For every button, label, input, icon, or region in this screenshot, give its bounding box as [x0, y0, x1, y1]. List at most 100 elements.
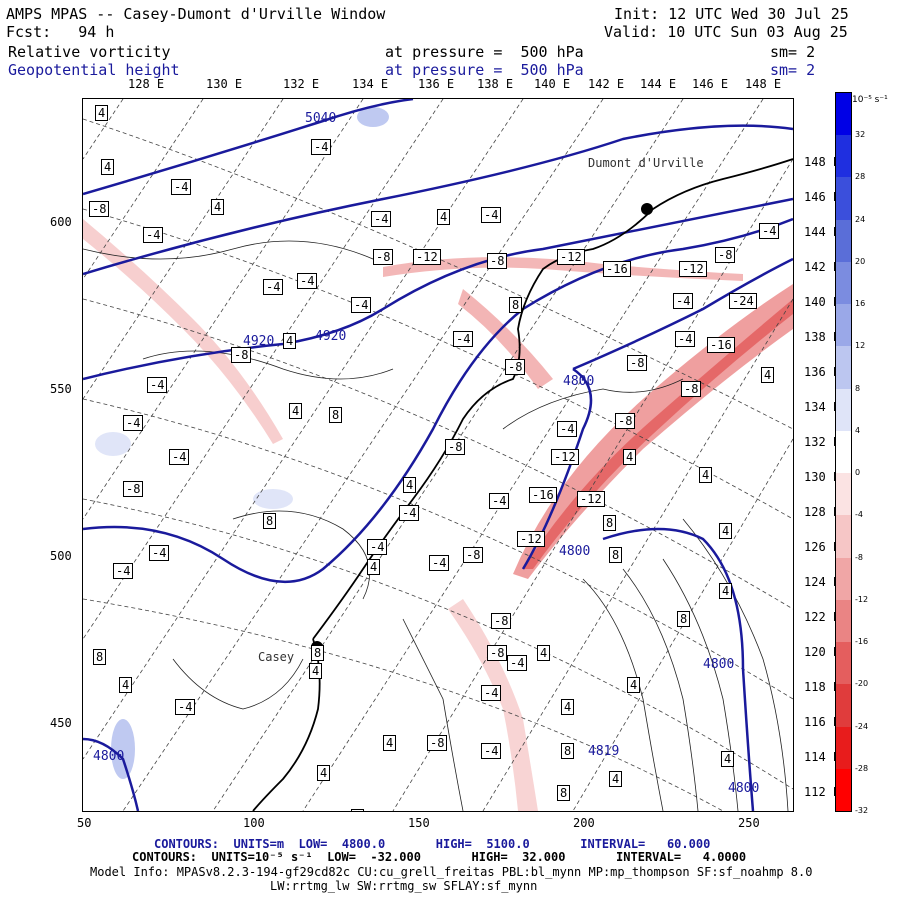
height-5040 [83, 99, 414, 196]
vorticity-label: 4 [211, 199, 225, 215]
vorticity-label: 4 [719, 583, 733, 599]
vorticity-label: -8 [463, 547, 484, 563]
colorbar-label: -20 [855, 679, 869, 689]
vorticity-label: 4 [719, 523, 733, 539]
height-label: 4800 [703, 657, 735, 672]
colorbar-swatch [836, 219, 851, 262]
height-label: 4800 [559, 544, 591, 559]
top-longitude-label: 128 E [128, 77, 165, 91]
dumont-durville-station [641, 203, 653, 215]
right-latitude-label: 116 E [804, 715, 841, 729]
vorticity-label: -4 [113, 563, 134, 579]
positive-vorticity-patch-2 [357, 107, 389, 127]
vorticity-label: 4 [351, 809, 365, 811]
colorbar-swatch [836, 768, 851, 811]
colorbar-label: -24 [855, 721, 869, 731]
vorticity-label: -4 [481, 685, 502, 701]
vorticity-label: -4 [123, 415, 144, 431]
vorticity-label: -4 [481, 207, 502, 223]
height-label: 4920 [243, 334, 275, 349]
right-latitude-label: 138 E [804, 330, 841, 344]
right-latitude-label: 140 E [804, 295, 841, 309]
vorticity-label: -4 [311, 139, 332, 155]
vorticity-label: -12 [557, 249, 585, 265]
x-tick-label: 50 [77, 816, 92, 830]
height-contours [83, 99, 793, 811]
vorticity-label: -4 [675, 331, 696, 347]
footer-height-contours: CONTOURS: UNITS=m LOW= 4800.0 HIGH= 5100… [154, 837, 711, 851]
vorticity-label: -12 [517, 531, 545, 547]
vorticity-label: -16 [707, 337, 735, 353]
colorbar-swatch [836, 515, 851, 558]
vorticity-label: -4 [351, 297, 372, 313]
colorbar-swatch [836, 93, 851, 136]
vorticity-label: -4 [481, 743, 502, 759]
coastline [252, 158, 793, 811]
colorbar-label: 20 [855, 256, 866, 266]
vorticity-label: 8 [561, 743, 575, 759]
colorbar-swatch [836, 642, 851, 685]
colorbar-swatch [836, 177, 851, 220]
vorticity-label: 4 [367, 559, 381, 575]
vorticity-label: -8 [491, 613, 512, 629]
vorticity-label: -24 [729, 293, 757, 309]
right-latitude-label: 120 E [804, 645, 841, 659]
vorticity-label: -12 [413, 249, 441, 265]
x-tick-label: 200 [573, 816, 595, 830]
top-longitude-label: 132 E [283, 77, 320, 91]
height-4800-sw [83, 737, 140, 811]
vorticity-label: -16 [603, 261, 631, 277]
vorticity-label: 4 [309, 663, 323, 679]
colorbar-swatch [836, 261, 851, 305]
height-4800-southeast [602, 527, 755, 811]
vorticity-label: 8 [93, 649, 107, 665]
top-longitude-label: 148 E [745, 77, 782, 91]
vorticity-label: -4 [673, 293, 694, 309]
right-latitude-label: 112 E [804, 785, 841, 799]
colorbar-swatch [836, 599, 851, 643]
vorticity-label: 4 [95, 105, 109, 121]
y-tick-label: 450 [50, 716, 72, 730]
vorticity-label: 8 [263, 513, 277, 529]
vorticity-label: 4 [721, 751, 735, 767]
vorticity-label: 4 [383, 735, 397, 751]
vorticity-band-central [458, 289, 553, 389]
vorticity-label: -16 [529, 487, 557, 503]
height-label: 5040 [305, 111, 337, 126]
strong-vorticity-core [523, 299, 793, 569]
right-latitude-label: 144 E [804, 225, 841, 239]
vorticity-label: -8 [445, 439, 466, 455]
vorticity-label: -8 [627, 355, 648, 371]
right-latitude-label: 142 E [804, 260, 841, 274]
positive-vorticity-patch-1 [253, 489, 293, 509]
colorbar-label: -16 [855, 637, 869, 647]
vorticity-label: -4 [399, 505, 420, 521]
height-label: 4800 [93, 749, 125, 764]
field1-name: Relative vorticity [8, 43, 171, 61]
vorticity-label: 4 [537, 645, 551, 661]
vorticity-band-south [448, 599, 538, 811]
y-tick-label: 500 [50, 549, 72, 563]
y-tick-label: 600 [50, 215, 72, 229]
vorticity-label: 4 [283, 333, 297, 349]
colorbar-label: -32 [855, 806, 869, 815]
top-longitude-label: 142 E [588, 77, 625, 91]
init-time: Init: 12 UTC Wed 30 Jul 25 [614, 5, 849, 23]
vorticity-label: -8 [715, 247, 736, 263]
vorticity-label: 4 [561, 699, 575, 715]
colorbar-label: 28 [855, 172, 866, 182]
colorbar [835, 92, 852, 812]
vorticity-label: 4 [101, 159, 115, 175]
vorticity-label: -8 [373, 249, 394, 265]
vorticity-label: -4 [759, 223, 780, 239]
vorticity-label: -8 [487, 253, 508, 269]
map-plot[interactable]: Dumont d'Urville Casey 5040 4920 4920 48… [82, 98, 794, 812]
vorticity-label: -12 [577, 491, 605, 507]
vorticity-label: -4 [371, 211, 392, 227]
right-latitude-label: 146 E [804, 190, 841, 204]
vorticity-label: 4 [761, 367, 775, 383]
vorticity-label: -4 [169, 449, 190, 465]
vorticity-label: -8 [681, 381, 702, 397]
vorticity-label: 4 [627, 677, 641, 693]
colorbar-swatch [836, 388, 851, 431]
